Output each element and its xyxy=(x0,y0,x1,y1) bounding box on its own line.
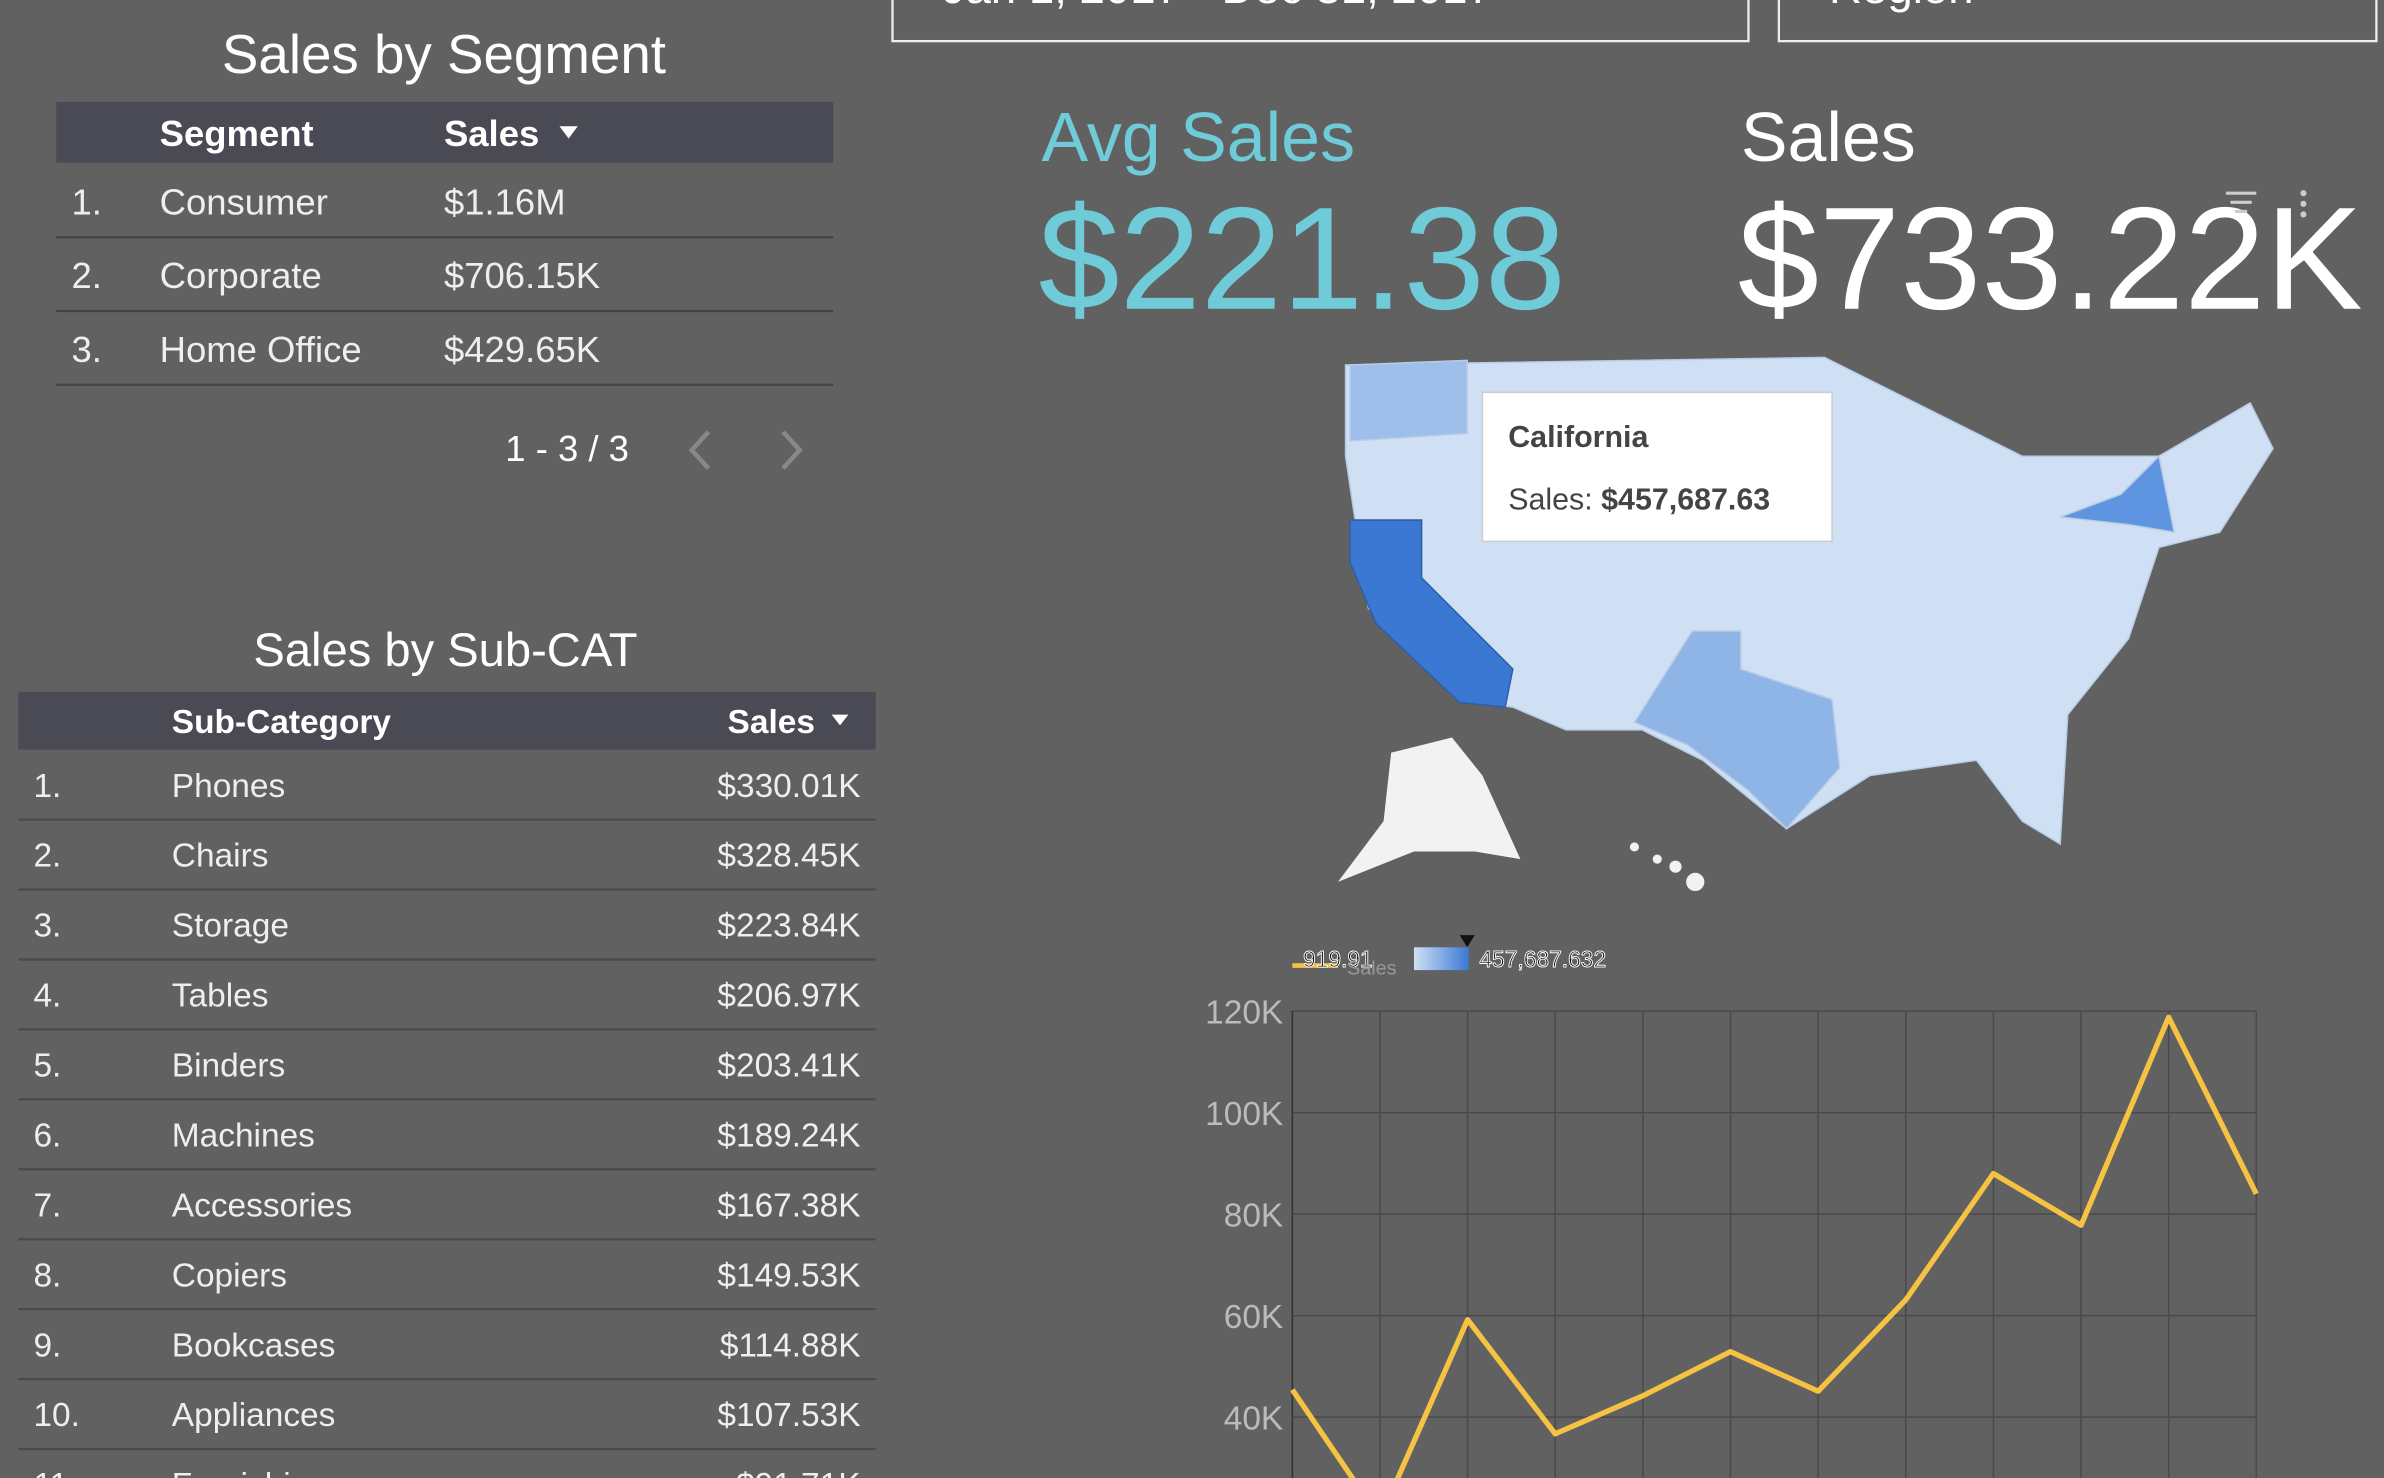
subcategory-sales: $114.88K xyxy=(720,1327,861,1364)
y-tick-label: 120K xyxy=(1205,994,1283,1031)
row-number: 5. xyxy=(33,1048,61,1085)
tooltip-label: Sales: xyxy=(1508,482,1592,516)
subcategory-name: Bookcases xyxy=(172,1327,336,1364)
menu-icon[interactable] xyxy=(2300,190,2307,218)
segment-title: Sales by Segment xyxy=(222,23,666,85)
y-tick-label: 100K xyxy=(1205,1096,1283,1133)
subcategory-sales: $167.38K xyxy=(717,1187,860,1224)
subcategory-sales: $91.71K xyxy=(736,1467,861,1478)
scorecard-value: $733.22K xyxy=(1738,177,2363,340)
state[interactable] xyxy=(2059,454,2176,534)
pagination: 1 - 3 / 3 xyxy=(505,428,629,469)
sort-arrow[interactable] xyxy=(559,126,578,139)
scorecard-value: $221.38 xyxy=(1038,177,1566,340)
segment-name: Corporate xyxy=(160,255,322,296)
column-header[interactable]: Sales xyxy=(444,113,539,154)
row-number: 3. xyxy=(71,329,101,370)
sort-arrow[interactable] xyxy=(831,714,849,726)
subcategory-sales: $328.45K xyxy=(717,838,860,875)
tooltip-title: California xyxy=(1508,420,1649,454)
table-header xyxy=(56,101,834,163)
row-number: 7. xyxy=(33,1187,61,1224)
subcategory-name: Appliances xyxy=(172,1397,336,1434)
subcategory-name: Phones xyxy=(172,768,285,805)
subcategory-name: Binders xyxy=(172,1048,285,1085)
tooltip-label: Sales: $457,687.63 xyxy=(1508,482,1770,516)
y-tick-label: 40K xyxy=(1224,1400,1284,1437)
legend-min: 919.91 xyxy=(1303,946,1373,972)
segment-sales: $1.16M xyxy=(444,181,566,222)
subcategory-name: Chairs xyxy=(172,838,269,875)
row-number: 11. xyxy=(33,1467,77,1478)
legend-marker xyxy=(1459,935,1475,948)
subcategory-name: Accessories xyxy=(172,1187,352,1224)
scorecard-label: Sales xyxy=(1741,98,1916,176)
row-number: 4. xyxy=(33,978,61,1015)
row-number: 8. xyxy=(33,1257,61,1294)
next-page[interactable] xyxy=(781,430,803,470)
prev-page[interactable] xyxy=(688,430,711,470)
region-filter[interactable] xyxy=(1777,0,2378,43)
region-filter-text[interactable]: Region xyxy=(1829,0,1974,13)
row-number: 1. xyxy=(71,181,101,222)
segment-sales: $429.65K xyxy=(444,329,600,370)
legend-gradient xyxy=(1413,947,1469,971)
subcategory-name: Copiers xyxy=(172,1257,287,1294)
tooltip xyxy=(1481,391,1833,543)
subcategory-name: Tables xyxy=(172,978,269,1015)
y-tick-label: 60K xyxy=(1224,1299,1284,1336)
subcat-title: Sales by Sub-CAT xyxy=(253,623,637,676)
column-header[interactable]: Sub-Category xyxy=(172,704,392,741)
segment-sales: $706.15K xyxy=(444,255,600,296)
state[interactable] xyxy=(1349,359,1468,442)
state-alaska[interactable] xyxy=(1337,737,1521,882)
subcategory-sales: $223.84K xyxy=(717,908,860,945)
row-number: 3. xyxy=(33,908,61,945)
table-header xyxy=(18,691,876,750)
segment-name: Home Office xyxy=(160,329,362,370)
segment-name: Consumer xyxy=(160,181,328,222)
row-number: 2. xyxy=(33,838,61,875)
row-number: 2. xyxy=(71,255,101,296)
subcategory-name: Storage xyxy=(172,908,289,945)
subcategory-sales: $206.97K xyxy=(717,978,860,1015)
state-hawaii[interactable] xyxy=(1629,842,1705,892)
row-number: 6. xyxy=(33,1117,61,1154)
legend-label: Sales xyxy=(1347,958,1397,980)
column-header[interactable]: Sales xyxy=(728,704,815,741)
date-filter-text[interactable]: Jan 1, 2017 - Dec 31, 2017 xyxy=(943,0,1493,13)
row-number: 1. xyxy=(33,768,61,805)
subcategory-sales: $149.53K xyxy=(717,1257,860,1294)
row-number: 9. xyxy=(33,1327,61,1364)
filter-icon[interactable] xyxy=(2225,191,2257,213)
scorecard-label: Avg Sales xyxy=(1041,98,1355,176)
subcategory-sales: $330.01K xyxy=(717,768,860,805)
subcategory-name: Machines xyxy=(172,1117,315,1154)
tooltip-value: $457,687.63 xyxy=(1601,482,1770,516)
row-number: 10. xyxy=(33,1397,79,1434)
subcategory-sales: $189.24K xyxy=(717,1117,860,1154)
state-california[interactable] xyxy=(1349,519,1514,708)
date-filter[interactable] xyxy=(891,0,1750,43)
state[interactable] xyxy=(1633,630,1841,830)
legend-max: 457,687.632 xyxy=(1479,946,1606,972)
column-header[interactable]: Segment xyxy=(160,113,314,154)
subcategory-sales: $107.53K xyxy=(717,1397,860,1434)
line-series xyxy=(1290,1014,2259,1478)
subcategory-sales: $203.41K xyxy=(717,1048,860,1085)
subcategory-name: Furnishings xyxy=(172,1467,345,1478)
y-tick-label: 80K xyxy=(1224,1197,1284,1234)
